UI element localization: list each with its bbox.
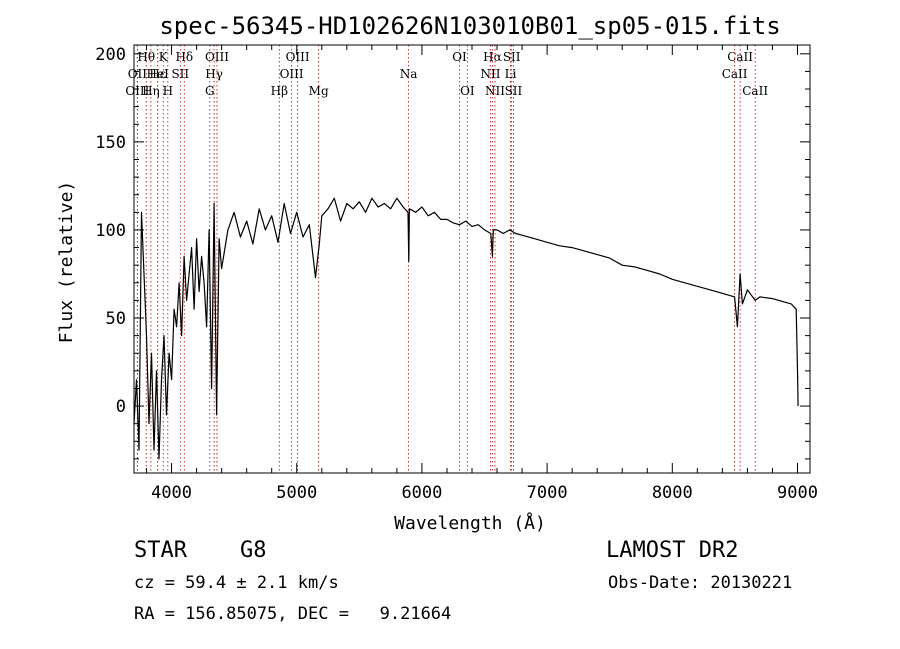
coordinates: RA = 156.85075, DEC = 9.21664 (134, 604, 452, 624)
spectral-line-label: G (205, 84, 215, 98)
x-tick-label: 4000 (151, 483, 192, 503)
spectral-line-label: Hγ (205, 67, 223, 81)
spectral-line-label: CaII (742, 84, 768, 98)
spectral-line-label: Mg (309, 84, 329, 98)
y-tick-label: 0 (116, 397, 126, 417)
spectral-line-label: Hβ (271, 84, 288, 98)
spectral-line-label: CaII (722, 67, 748, 81)
chart-title: spec-56345-HD102626N103010B01_sp05-015.f… (159, 12, 780, 40)
object-class: STAR (134, 538, 187, 563)
y-tick-label: 150 (95, 133, 126, 153)
spectral-line-label: HeI (147, 67, 170, 81)
plot-frame (133, 44, 811, 474)
x-tick-label: 6000 (401, 483, 442, 503)
survey-name: LAMOST DR2 (606, 538, 739, 563)
spectral-line-label: SII (505, 84, 523, 98)
spectral-line-label: OIII (286, 50, 310, 64)
spectral-line-label: OI (460, 84, 475, 98)
spectral-line-label: SII (503, 50, 521, 64)
spectral-line-label: Hη (142, 84, 160, 98)
spectral-line-label: OI (452, 50, 467, 64)
x-axis-label: Wavelength (Å) (394, 512, 546, 534)
spectral-line-label: H (163, 84, 173, 98)
x-tick-label: 9000 (777, 483, 818, 503)
spectral-line-label: CaII (727, 50, 753, 64)
spectral-line-label: OIII (280, 67, 304, 81)
object-subclass: G8 (240, 538, 267, 563)
spectral-line-label: NII (485, 84, 505, 98)
spectral-line-label: Hθ (137, 50, 155, 64)
spectral-line-label: SII (171, 67, 189, 81)
y-tick-label: 50 (106, 309, 126, 329)
spectral-line-label: OIII (205, 50, 229, 64)
spectrum-series-line (133, 197, 799, 460)
spectral-line-label: K (159, 50, 169, 64)
redshift-velocity: cz = 59.4 ± 2.1 km/s (134, 573, 339, 593)
spectral-line-label: OIII (125, 84, 149, 98)
x-tick-label: 5000 (276, 483, 317, 503)
y-axis-label: Flux (relative) (56, 181, 77, 344)
y-tick-label: 200 (95, 45, 126, 65)
spectral-line-label: Li (505, 67, 517, 81)
y-tick-label: 100 (95, 221, 126, 241)
observation-date: Obs-Date: 20130221 (608, 573, 793, 593)
spectral-line-label: Hα (483, 50, 502, 64)
x-tick-label: 8000 (652, 483, 693, 503)
spectral-line-label: NII (481, 67, 501, 81)
spectral-line-label: Hδ (175, 50, 193, 64)
x-tick-label: 7000 (527, 483, 568, 503)
spectral-line-label: Na (400, 67, 418, 81)
